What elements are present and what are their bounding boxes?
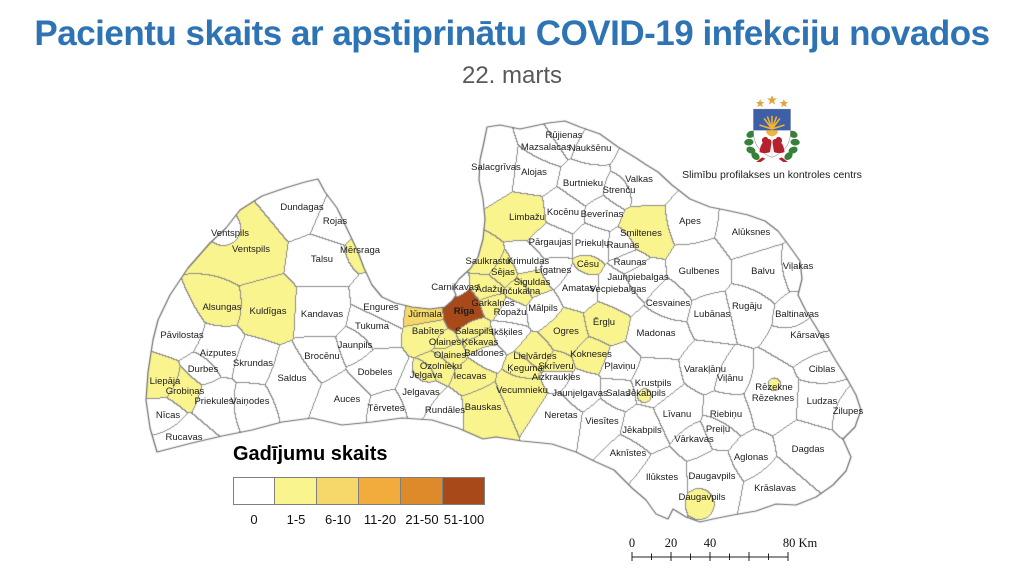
legend-swatch [401,477,443,505]
legend-label: 11-20 [363,512,397,527]
legend-label: 51-100 [443,512,485,527]
legend-swatch [275,477,317,505]
lion-icon [759,136,772,154]
legend-class-21-50: 21-50 [401,477,443,527]
legend-label: 0 [250,512,258,527]
legend-class-11-20: 11-20 [359,477,401,527]
legend-class-6-10: 6-10 [317,477,359,527]
legend-class-1-5: 1-5 [275,477,317,527]
legend-label: 21-50 [405,512,439,527]
legend-label: 1-5 [286,512,306,527]
legend-title: Gadījumu skaits [233,443,388,465]
legend: Gadījumu skaits 0 1-5 6-10 11-20 21-50 51-100 [233,443,485,527]
page-subtitle: 22. marts [461,62,563,89]
legend-swatch [443,477,485,505]
legend-label: 6-10 [324,512,352,527]
oak-leaves-icon [744,130,800,160]
griffin-icon [772,136,785,154]
legend-class-51-100: 51-100 [443,477,485,527]
legend-swatch [317,477,359,505]
legend-swatch [359,477,401,505]
legend-swatches: 0 1-5 6-10 11-20 21-50 51-100 [233,477,485,527]
page-title: Pacientu skaits ar apstiprinātu COVID-19… [34,14,990,53]
org-name: Slimību profilakses un kontroles centrs [682,169,862,181]
legend-class-0: 0 [233,477,275,527]
legend-swatch [233,477,275,505]
coat-of-arms-icon [744,96,800,162]
org-block: Slimību profilakses un kontroles centrs [672,96,872,181]
